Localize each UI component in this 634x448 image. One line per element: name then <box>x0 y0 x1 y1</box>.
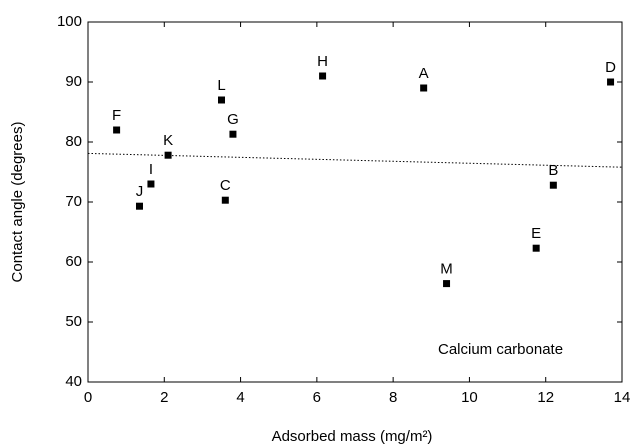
y-tick-label: 100 <box>57 13 82 30</box>
x-tick-label: 8 <box>389 389 397 406</box>
point-label: I <box>149 161 153 178</box>
point-label: C <box>220 177 231 194</box>
point <box>135 202 143 210</box>
y-tick-label: 70 <box>65 193 82 210</box>
x-tick-label: 10 <box>461 389 478 406</box>
point <box>420 84 428 92</box>
point <box>221 196 229 204</box>
point <box>113 126 121 134</box>
x-tick-label: 12 <box>537 389 554 406</box>
y-tick-label: 50 <box>65 313 82 330</box>
point-label: G <box>227 111 239 128</box>
y-tick-label: 60 <box>65 253 82 270</box>
plot-frame <box>87 21 623 383</box>
point <box>218 96 225 104</box>
point-label: K <box>163 132 173 149</box>
point-label: B <box>548 162 558 179</box>
point-label: D <box>605 59 616 76</box>
point <box>549 181 557 189</box>
point-label: J <box>136 183 144 200</box>
y-tick-label: 40 <box>65 373 82 390</box>
point <box>319 72 327 80</box>
point <box>443 280 451 288</box>
point <box>607 78 615 86</box>
x-tick-label: 6 <box>313 389 321 406</box>
point <box>532 244 540 252</box>
y-axis-label: Contact angle (degrees) <box>9 122 26 283</box>
point <box>229 130 237 138</box>
y-tick-label: 90 <box>65 73 82 90</box>
point-label: A <box>419 65 429 82</box>
point-label: L <box>217 77 225 94</box>
point-label: M <box>440 261 453 278</box>
x-tick-label: 2 <box>160 389 168 406</box>
x-tick-label: 14 <box>614 389 631 406</box>
trend-line <box>87 152 623 168</box>
x-tick-label: 4 <box>236 389 244 406</box>
x-axis-label: Adsorbed mass (mg/m²) <box>272 428 433 445</box>
annotation: Calcium carbonate <box>438 341 563 358</box>
point <box>164 151 172 159</box>
point <box>147 180 155 188</box>
point-label: E <box>531 225 541 242</box>
x-tick-label: 0 <box>84 389 92 406</box>
y-tick-label: 80 <box>65 133 82 150</box>
point-label: F <box>112 107 121 124</box>
point-label: H <box>317 53 328 70</box>
